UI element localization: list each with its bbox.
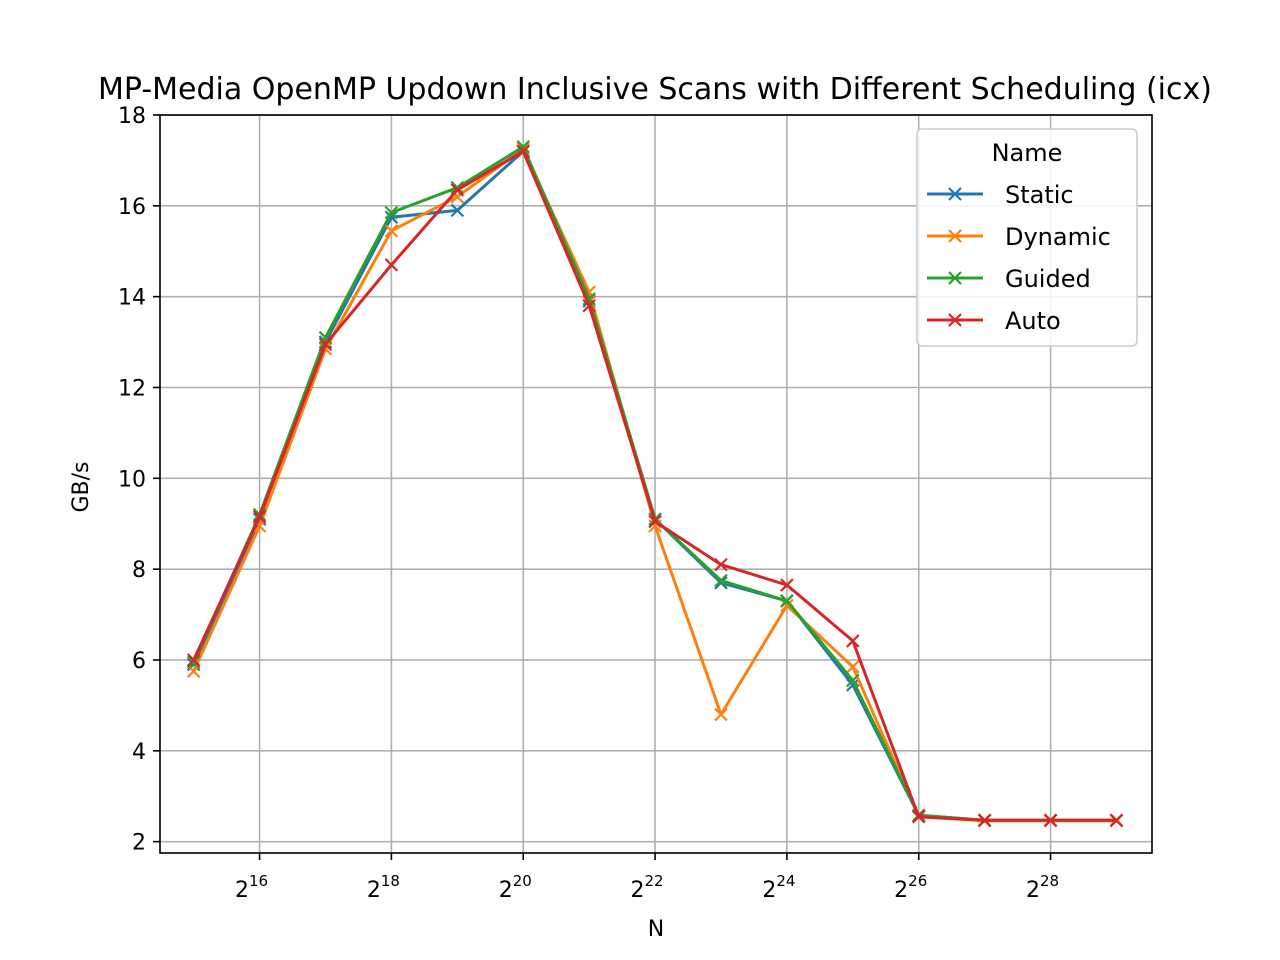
x-tick-base: 2: [499, 878, 513, 903]
data-point-marker: [384, 224, 399, 238]
x-tick-label: 216: [235, 872, 268, 903]
data-point-marker: [714, 573, 728, 588]
legend-title: Name: [992, 139, 1063, 167]
x-tick-exponent: 24: [776, 872, 795, 890]
x-tick-base: 2: [235, 878, 249, 903]
legend-items: Static Dynamic Guided Auto: [927, 181, 1111, 335]
y-tick-label: 12: [118, 376, 146, 401]
data-point-marker: [780, 594, 794, 608]
data-point-marker: [186, 653, 201, 667]
data-point-marker: [977, 813, 992, 828]
data-point-marker: [648, 514, 662, 529]
data-point-marker: [714, 707, 728, 722]
data-point-marker: [911, 809, 926, 824]
data-point-marker: [1109, 813, 1124, 828]
data-point-marker: [846, 660, 860, 674]
x-tick-exponent: 18: [381, 872, 400, 890]
y-tick-label: 2: [132, 831, 146, 856]
data-point-marker: [714, 557, 728, 572]
legend-item-auto: Auto: [927, 307, 1061, 335]
legend-item-static: Static: [927, 181, 1074, 209]
x-tick-label: 228: [1026, 872, 1059, 903]
legend-marker: [948, 313, 962, 327]
chart-title: MP-Media OpenMP Updown Inclusive Scans w…: [98, 72, 1212, 107]
legend-marker: [948, 229, 962, 243]
y-tick-label: 16: [118, 195, 146, 220]
data-point-marker: [318, 337, 333, 352]
data-point-marker: [780, 578, 794, 592]
x-tick-label: 224: [762, 872, 795, 903]
x-tick-exponent: 28: [1040, 872, 1059, 890]
data-point-marker: [384, 205, 399, 220]
x-tick-base: 2: [631, 878, 645, 903]
y-axis-label: GB/s: [69, 461, 94, 512]
x-tick-label: 218: [367, 872, 400, 903]
x-tick-exponent: 16: [249, 872, 268, 890]
data-point-marker: [780, 598, 794, 613]
y-tick-label: 18: [118, 104, 146, 129]
y-tick-label: 14: [118, 286, 146, 311]
y-tick-label: 6: [132, 649, 146, 674]
data-point-marker: [846, 634, 860, 648]
data-point-marker: [516, 144, 531, 159]
series-auto: [186, 144, 1124, 828]
plot-frame: [159, 114, 1153, 854]
y-tick-label: 4: [132, 740, 146, 765]
legend-marker: [948, 271, 962, 285]
data-point-marker: [846, 673, 860, 688]
data-point-marker: [384, 258, 399, 272]
legend-label: Guided: [1005, 265, 1091, 293]
x-axis-label: N: [648, 917, 664, 942]
x-tick-label: 222: [631, 872, 664, 903]
data-point-marker: [450, 180, 465, 195]
legend-item-guided: Guided: [927, 265, 1091, 293]
data-point-marker: [582, 298, 596, 313]
y-tick-label: 10: [118, 467, 146, 492]
legend-marker: [948, 187, 962, 201]
x-tick-base: 2: [367, 878, 381, 903]
x-tick-exponent: 26: [908, 872, 927, 890]
y-tick-label: 8: [132, 558, 146, 583]
legend: Name Static Dynamic Guided Auto: [916, 128, 1138, 347]
data-point-marker: [1043, 813, 1058, 828]
data-point-marker: [186, 655, 201, 670]
x-tick-label: 220: [499, 872, 532, 903]
legend-box: [916, 128, 1138, 347]
x-tick-base: 2: [1026, 878, 1040, 903]
data-point-marker: [516, 140, 531, 154]
legend-item-dynamic: Dynamic: [927, 223, 1111, 251]
x-tick-exponent: 22: [645, 872, 664, 890]
x-tick-base: 2: [762, 878, 776, 903]
legend-label: Dynamic: [1005, 223, 1111, 251]
x-tick-exponent: 20: [513, 872, 532, 890]
legend-label: Auto: [1005, 307, 1061, 335]
data-point-marker: [450, 203, 465, 218]
data-point-marker: [450, 183, 465, 197]
x-tick-base: 2: [894, 878, 908, 903]
x-tick-label: 226: [894, 872, 927, 903]
series-lines: [186, 140, 1124, 828]
data-point-marker: [252, 510, 267, 524]
legend-label: Static: [1005, 181, 1074, 209]
